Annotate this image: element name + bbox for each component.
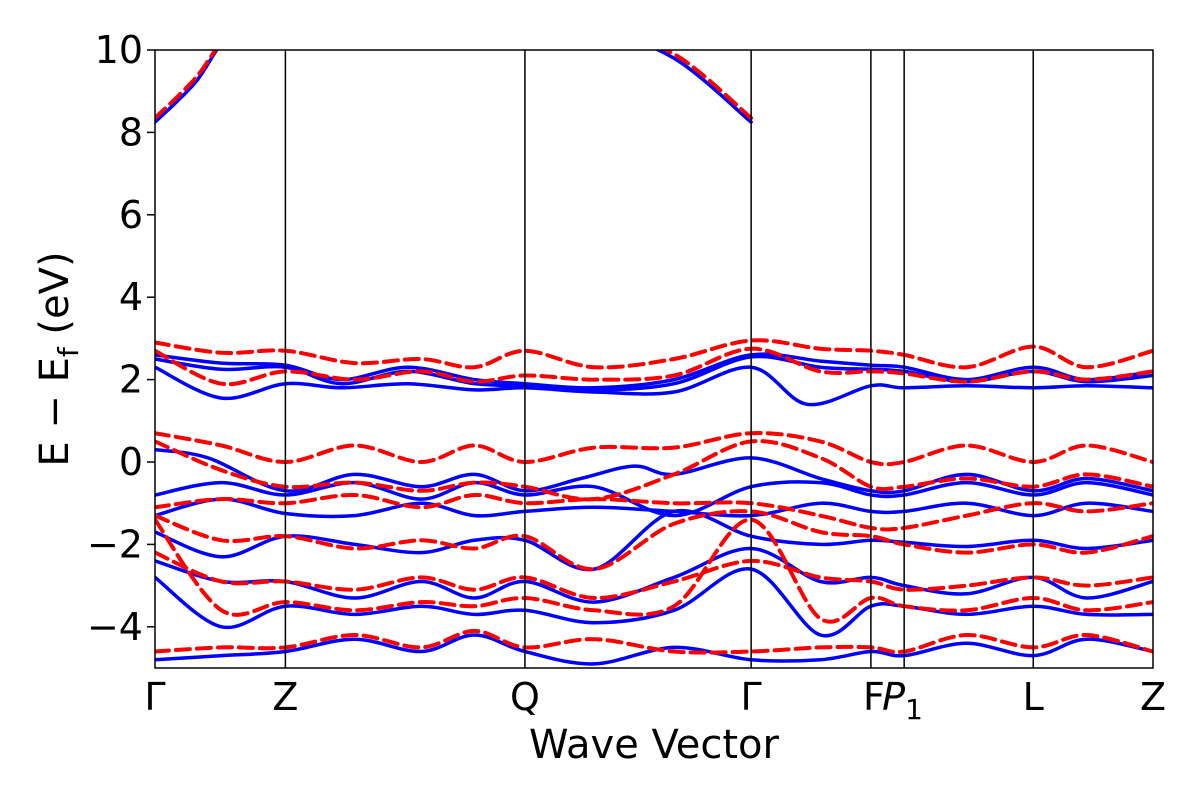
x-tick-label-2: Q bbox=[510, 675, 540, 719]
red-dashed-band-3 bbox=[155, 431, 1153, 467]
red-dashed-band-6 bbox=[155, 509, 1153, 572]
blue-solid-band-5 bbox=[155, 480, 1153, 518]
red-dashed-band-1 bbox=[155, 338, 1153, 370]
y-tick-label-4: 4 bbox=[119, 275, 143, 319]
x-tick-label-0: Γ bbox=[144, 675, 165, 719]
y-axis-label-sub: f bbox=[52, 346, 85, 357]
red-dashed-band-5 bbox=[155, 492, 1153, 532]
y-tick-label-0: −4 bbox=[87, 605, 143, 649]
y-tick-label-2: 0 bbox=[119, 440, 143, 484]
blue-solid-band-3 bbox=[155, 365, 1153, 407]
x-axis-ticks: Γ Z Q Γ FP1 L Z bbox=[144, 675, 1166, 726]
blue-solid-band-7 bbox=[155, 508, 1153, 572]
red-dashed-band-4 bbox=[155, 439, 1153, 502]
x-tick-label-4: F bbox=[863, 675, 885, 719]
y-axis-label-unit: (eV) bbox=[32, 251, 78, 347]
y-tick-label-1: −2 bbox=[87, 522, 143, 566]
y-axis-label: E − Ef (eV) bbox=[32, 251, 85, 466]
red-dashed-band-2 bbox=[155, 346, 1153, 387]
kpoint-lines bbox=[284, 50, 1034, 668]
blue-solid-band-9 bbox=[155, 567, 1153, 638]
red-dashed-band-9 bbox=[155, 628, 1153, 655]
bands-layer bbox=[155, 50, 1153, 666]
red-dashed-band-7 bbox=[155, 550, 1153, 601]
x-axis-label: Wave Vector bbox=[529, 722, 780, 768]
x-tick-label-3: Γ bbox=[741, 675, 762, 719]
blue-solid-band-0 bbox=[155, 50, 753, 124]
blue-solid-band-4 bbox=[155, 447, 1153, 495]
y-tick-label-6: 8 bbox=[119, 110, 143, 154]
y-tick-label-5: 6 bbox=[119, 193, 143, 237]
plot-frame bbox=[154, 49, 1154, 669]
x-tick-label-1: Z bbox=[272, 675, 298, 719]
y-tick-label-7: 10 bbox=[95, 28, 143, 72]
red-dashed-band-8 bbox=[155, 517, 1153, 624]
red-dashed-band-0 bbox=[155, 50, 754, 120]
blue-solid-band-8 bbox=[155, 546, 1153, 604]
x-tick-label-7: Z bbox=[1140, 675, 1166, 719]
x-tick-label-6: L bbox=[1023, 675, 1044, 719]
x-tick-label-5: P1 bbox=[882, 675, 923, 726]
y-tick-label-3: 2 bbox=[119, 358, 143, 402]
y-axis-label-main: E − E bbox=[32, 357, 78, 467]
blue-solid-band-10 bbox=[155, 633, 1153, 666]
y-axis-ticks: −4 −2 0 2 4 6 8 10 bbox=[87, 28, 155, 649]
